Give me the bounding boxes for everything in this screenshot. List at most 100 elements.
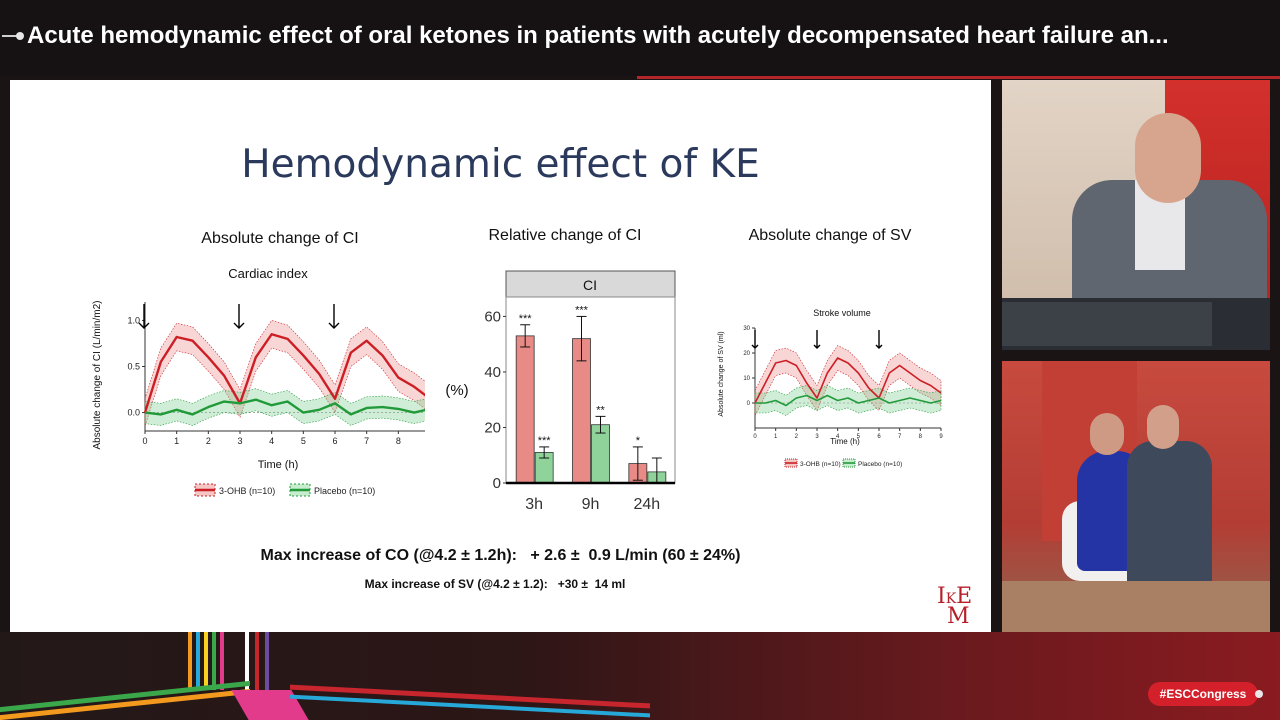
panel3-title: Absolute change of SV [748, 227, 912, 244]
significance-label: *** [519, 313, 533, 325]
x-tick-label: 4 [269, 436, 274, 446]
legend-label-ohb: 3-OHB (n=10) [800, 461, 841, 468]
legend-label-ohb: 3-OHB (n=10) [219, 486, 275, 496]
stripe-blue [196, 632, 200, 690]
co-summary: Max increase of CO (@4.2 ± 1.2h): + 2.6 … [260, 547, 741, 564]
x-tick-label: 8 [396, 436, 401, 446]
accent-divider [637, 76, 1280, 79]
y-tick-label: 0.0 [127, 408, 140, 418]
sv-absolute-chart: Stroke volume Absolute change of SV (ml)… [718, 308, 943, 468]
y-tick-label: 10 [743, 376, 750, 382]
x-tick-label: 3 [815, 434, 819, 440]
slide-title: Hemodynamic effect of KE [241, 142, 760, 187]
x-tick-label: 5 [857, 434, 861, 440]
series-line [143, 333, 425, 413]
stripe-green [212, 632, 216, 690]
confidence-band [144, 320, 425, 427]
speaker-head [1135, 113, 1201, 203]
stripe-pink [220, 632, 224, 690]
y-tick-label: 20 [743, 351, 750, 357]
stripe-white [245, 632, 249, 690]
y-tick-label: 30 [743, 326, 750, 332]
laptop [1002, 302, 1212, 346]
y-axis-label: Absolute change of SV (ml) [718, 331, 725, 416]
y-tick-label: 0.5 [127, 362, 140, 372]
legend-label-placebo: Placebo (n=10) [858, 461, 902, 468]
x-tick-label: 2 [795, 434, 799, 440]
congress-banner [0, 632, 1280, 720]
stripe-red [255, 632, 259, 690]
x-tick-label: 0 [142, 436, 147, 446]
y-axis-label: Absolute change of CI (L/min/m2) [92, 301, 103, 450]
facet-strip [505, 270, 676, 298]
x-tick-label: 3h [525, 496, 543, 513]
x-tick-label: 5 [301, 436, 306, 446]
stripe-yellow [204, 632, 208, 690]
dose-arrow-head [875, 344, 883, 349]
bullet-icon [2, 32, 24, 40]
x-tick-label: 4 [836, 434, 840, 440]
chart-legend: 3-OHB (n=10) Placebo (n=10) [194, 483, 375, 497]
bar [515, 335, 535, 484]
dose-arrow-head [813, 344, 821, 349]
confidence-band [754, 345, 942, 416]
significance-label: *** [575, 304, 589, 316]
facet-label: CI [583, 277, 597, 293]
confidence-band [144, 388, 425, 426]
chart-legend: 3-OHB (n=10) Placebo (n=10) [784, 458, 902, 468]
x-tick-label: 9h [582, 496, 600, 513]
session-title: Acute hemodynamic effect of oral ketones… [27, 22, 1169, 49]
legend-label-placebo: Placebo (n=10) [314, 486, 375, 496]
x-tick-label: 8 [919, 434, 923, 440]
chart-title: Cardiac index [228, 266, 308, 281]
stripe-orange [188, 632, 192, 690]
hashtag-badge: #ESCCongress [1148, 682, 1258, 706]
panel2-title: Relative change of CI [488, 227, 642, 244]
sv-summary: Max increase of SV (@4.2 ± 1.2): +30 ± 1… [364, 577, 626, 591]
y-tick-label: 20 [484, 419, 501, 436]
panelist-left-head [1090, 413, 1124, 455]
dose-arrow-head [233, 322, 245, 329]
series-line [754, 357, 942, 404]
x-axis-label: Time (h) [258, 459, 299, 471]
y-tick-label: 60 [484, 308, 501, 325]
dose-arrow-head [138, 322, 150, 329]
panelist-right [1127, 441, 1212, 591]
x-tick-label: 9 [939, 434, 943, 440]
chart-title: Stroke volume [813, 308, 871, 318]
dose-arrow-head [751, 344, 759, 349]
stage-floor [1002, 581, 1270, 632]
x-tick-label: 2 [206, 436, 211, 446]
x-tick-label: 7 [898, 434, 902, 440]
confidence-band [754, 385, 942, 416]
panel1-title: Absolute change of CI [201, 230, 359, 247]
dose-arrow-head [328, 322, 340, 329]
panelist-right-head [1147, 405, 1179, 449]
x-tick-label: 0 [753, 434, 757, 440]
badge-dot [1255, 690, 1263, 698]
x-tick-label: 1 [774, 434, 778, 440]
series-line [144, 398, 425, 416]
session-title-bar: Acute hemodynamic effect of oral ketones… [0, 0, 1280, 76]
x-tick-label: 6 [877, 434, 881, 440]
ci-absolute-chart: Cardiac index Absolute change of CI (L/m… [92, 266, 425, 497]
significance-label: * [636, 435, 641, 447]
stripe-purple [265, 632, 269, 690]
x-tick-label: 6 [332, 436, 337, 446]
x-tick-label: 1 [174, 436, 179, 446]
x-tick-label: 7 [364, 436, 369, 446]
series-line [755, 394, 942, 407]
y-tick-label: 0 [493, 475, 501, 492]
x-axis-label: Time (h) [830, 437, 860, 446]
y-axis-label: (%) [445, 382, 468, 399]
significance-label: *** [538, 435, 552, 447]
y-tick-label: 40 [484, 364, 501, 381]
x-tick-label: 3 [237, 436, 242, 446]
panel-video [1002, 361, 1270, 632]
significance-label: ** [596, 404, 605, 416]
y-tick-label: 0 [747, 401, 751, 407]
y-tick-label: 1.0 [127, 315, 140, 325]
presentation-slide: Hemodynamic effect of KE Absolute change… [10, 80, 991, 632]
speaker-video [1002, 80, 1270, 350]
